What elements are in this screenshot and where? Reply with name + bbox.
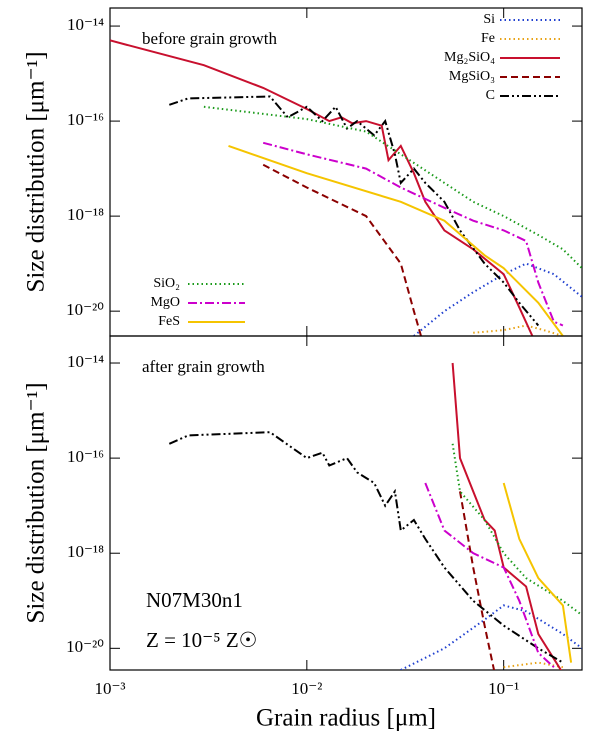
series-line — [262, 163, 422, 336]
series-line — [424, 482, 555, 668]
y-tick-label: 10⁻¹⁴ — [67, 15, 104, 34]
series-line — [262, 141, 564, 327]
y-tick-label: 10⁻¹⁸ — [67, 205, 104, 224]
series-line — [168, 431, 564, 664]
y-tick-label: 10⁻¹⁴ — [67, 352, 104, 371]
y-tick-label: 10⁻¹⁶ — [67, 110, 104, 129]
legend-label: SiO₂ — [153, 276, 180, 291]
y-tick-label: 10⁻¹⁶ — [67, 447, 104, 466]
legend-label: MgO — [150, 295, 180, 310]
series-group — [168, 362, 582, 670]
series-group — [110, 39, 582, 336]
legend-label: MgSiO₃ — [449, 69, 495, 84]
series-line — [451, 362, 563, 670]
series-line — [473, 324, 564, 336]
x-tick-label: 10⁻² — [291, 679, 322, 698]
legend-label: Si — [483, 12, 495, 27]
series-line — [400, 604, 582, 670]
series-line — [110, 39, 534, 336]
y-tick-label: 10⁻²⁰ — [66, 300, 104, 319]
series-line — [228, 144, 564, 336]
y-axis-label: Size distribution [μm⁻¹] — [23, 382, 50, 623]
series-line — [502, 482, 573, 663]
y-tick-label: 10⁻²⁰ — [66, 637, 104, 656]
y-tick-label: 10⁻¹⁸ — [67, 542, 104, 561]
plot-frame — [109, 335, 583, 671]
legend-label: C — [486, 88, 495, 103]
panel-title: before grain growth — [142, 29, 278, 48]
x-tick-label: 10⁻³ — [94, 679, 125, 698]
annotation: N07M30n1 — [146, 588, 243, 612]
x-tick-label: 10⁻¹ — [488, 679, 519, 698]
series-line — [168, 95, 540, 327]
legend-label: Fe — [481, 31, 495, 46]
x-axis-label: Grain radius [μm] — [256, 705, 436, 732]
series-line — [413, 262, 582, 336]
legend-label: FeS — [158, 314, 180, 329]
legend-label: Mg₂SiO₄ — [444, 50, 495, 65]
series-line — [203, 105, 582, 269]
y-axis-label: Size distribution [μm⁻¹] — [23, 51, 50, 292]
series-line — [459, 491, 496, 670]
annotation: Z = 10⁻⁵ Z☉ — [146, 628, 257, 652]
panel-title: after grain growth — [142, 357, 265, 376]
